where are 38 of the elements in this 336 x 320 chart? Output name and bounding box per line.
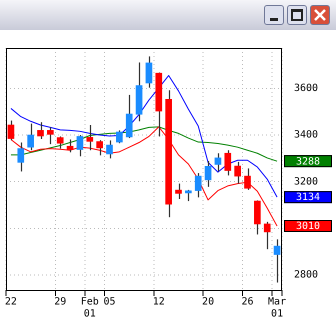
candlestick [185,189,192,202]
y-tick-label: 3600 [294,82,318,94]
candlestick [17,142,24,172]
candlestick [27,123,34,151]
candlestick [254,200,261,236]
candlestick [76,134,84,157]
x-tick-label: Mar 01 [268,296,286,320]
candlestick [214,152,222,172]
x-tick-label: Feb 01 [80,296,99,320]
x-tick-label: 26 [241,296,254,308]
y-tick-label: 3400 [294,130,318,141]
candlestick [56,136,64,150]
x-tick-label: 29 [54,296,66,308]
candlestick [126,94,133,139]
x-tick-label: 05 [103,296,116,308]
y-tick-label: 2800 [294,270,318,281]
x-tick-label: 22 [4,296,17,308]
candlestick [175,182,182,200]
candlestick [244,168,251,190]
data-label: 3134 [296,192,320,204]
x-tick-label: 20 [202,296,214,308]
data-label: 3010 [296,221,320,232]
candlestick [264,221,271,250]
candlestick [66,138,74,153]
candlestick [194,172,202,198]
candlestick [106,140,113,159]
y-tick-label: 3200 [294,176,318,188]
data-label: 3288 [296,156,320,168]
candlestick [204,160,212,188]
candlestick [47,126,54,145]
candlestick [234,161,241,184]
x-tick-label: 12 [152,296,165,308]
candlestick [146,56,152,88]
candlestick [224,150,232,176]
candlestick [96,140,103,156]
candlestick [274,238,280,284]
candlestick [37,122,44,140]
candlestick [116,130,123,144]
